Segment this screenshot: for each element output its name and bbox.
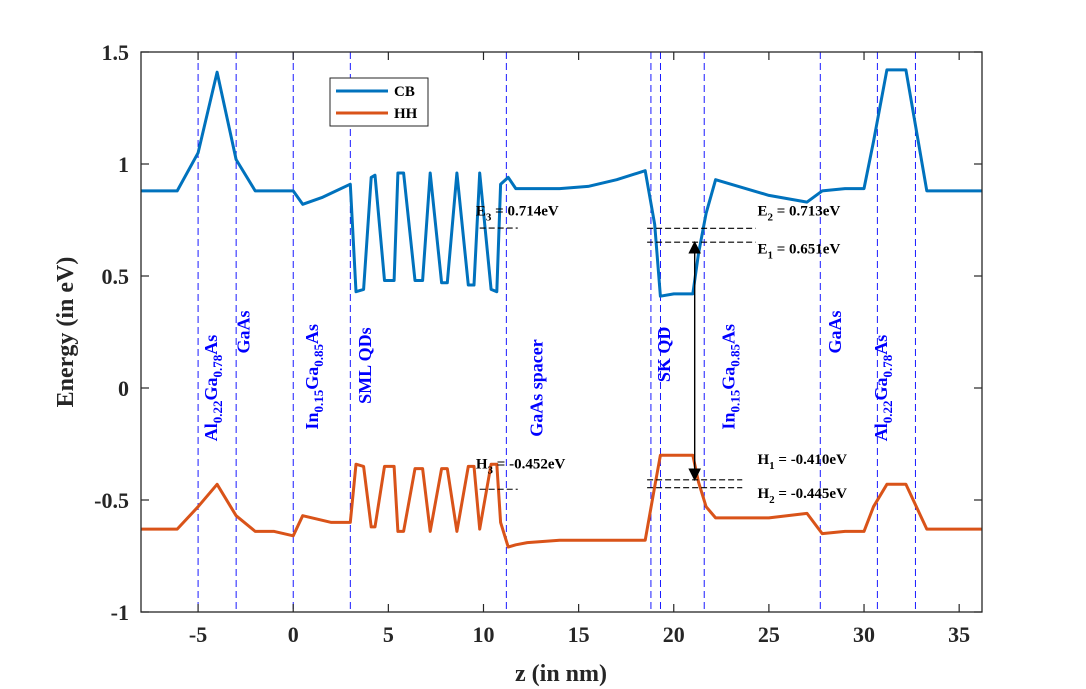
x-tick-label: 30 [853, 622, 875, 647]
x-tick-label: 10 [472, 622, 494, 647]
x-tick-label: 35 [948, 622, 970, 647]
level-label-h3: H3 = -0.452eV [476, 457, 566, 477]
region-labels: Al0.22Ga0.78As GaAs In0.15Ga0.85As SML QDs G… [201, 310, 895, 441]
region-label-gaas-right: GaAs [825, 310, 845, 353]
x-tick-label: 0 [288, 622, 299, 647]
x-tick-label: -5 [189, 622, 207, 647]
x-tick-label: 15 [568, 622, 590, 647]
axes-box [140, 51, 983, 613]
level-label-e1: E1 = 0.651eV [757, 242, 840, 262]
y-tick-label: 1.5 [102, 40, 130, 65]
region-label-gaas-left: GaAs [234, 310, 254, 353]
y-tick-label: 1 [118, 152, 129, 177]
plot-area [141, 52, 982, 612]
y-tick-label: -1 [111, 600, 129, 625]
series-line-hh [141, 453, 982, 549]
level-label-e3: E3 = 0.714eV [476, 204, 559, 224]
legend-box [329, 77, 429, 127]
region-label-gaas-spacer: GaAs spacer [527, 339, 547, 437]
energy-levels: E3 = 0.714eV E2 = 0.713eV E1 = 0.651eV H3 =… [476, 204, 847, 506]
region-label-ingaas-right: In0.15Ga0.85As [719, 324, 743, 430]
level-label-e2: E2 = 0.713eV [757, 204, 840, 224]
series-line-cb [141, 68, 982, 298]
x-tick-label: 5 [383, 622, 394, 647]
y-tick-label: -0.5 [94, 488, 129, 513]
x-tick-label: 20 [663, 622, 685, 647]
series-lines [141, 68, 982, 549]
legend: CB HH [329, 77, 429, 127]
y-tick-label: 0.5 [102, 264, 130, 289]
region-label-sml-qds: SML QDs [355, 327, 375, 404]
x-tick-label: 25 [758, 622, 780, 647]
x-axis-label: z (in nm) [515, 661, 607, 687]
axis-ticks: -5 0 5 10 15 20 25 30 35 -1 -0.5 0 0.5 1 1.5 [94, 40, 982, 647]
region-label-algaas-right: Al0.22Ga0.78As [871, 335, 895, 442]
interface-lines [197, 52, 916, 612]
region-label-algaas-left: Al0.22Ga0.78As [201, 335, 225, 442]
region-label-sk-qd: SK QD [654, 327, 674, 383]
legend-label-hh: HH [394, 106, 418, 122]
level-label-h2: H2 = -0.445eV [757, 486, 847, 506]
region-label-ingaas-left: In0.15Ga0.85As [302, 324, 326, 430]
legend-label-cb: CB [394, 84, 415, 100]
level-label-h1: H1 = -0.410eV [757, 452, 847, 472]
y-tick-label: 0 [118, 376, 129, 401]
y-axis-label: Energy (in eV) [53, 257, 79, 408]
